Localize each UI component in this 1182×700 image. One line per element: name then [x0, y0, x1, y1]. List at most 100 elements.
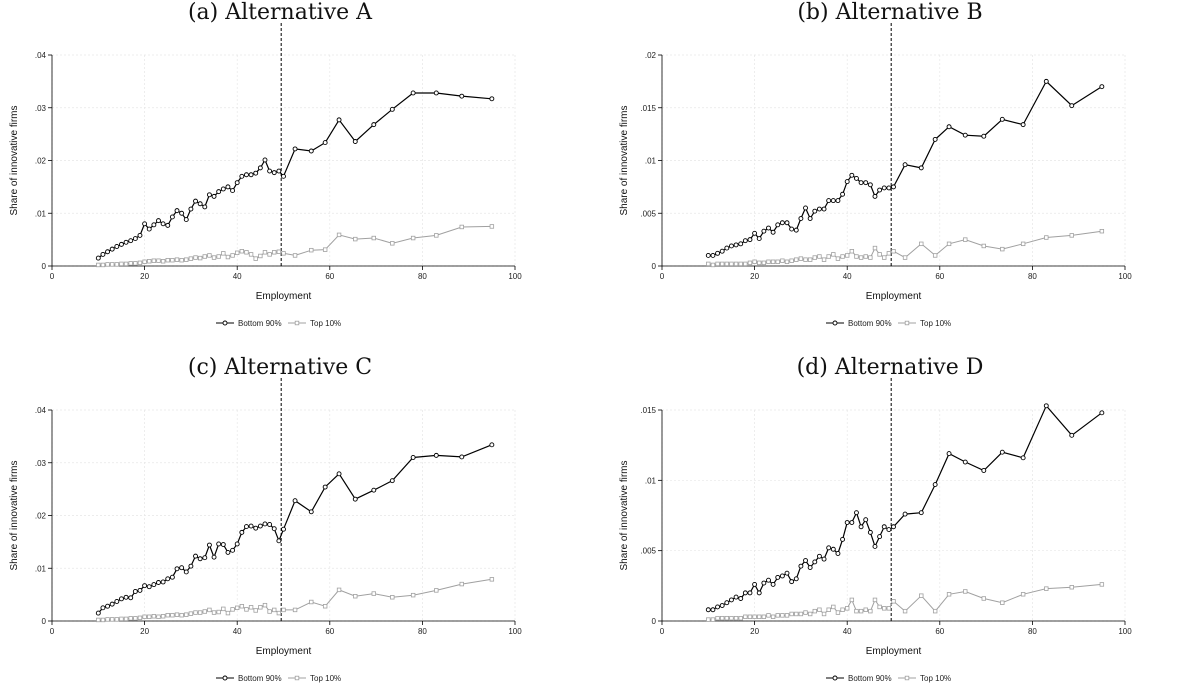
data-point-top-10: [761, 614, 767, 619]
data-point-top-10: [221, 606, 226, 612]
legend-label-bottom-90: Bottom 90%: [238, 674, 282, 683]
data-point-top-10: [946, 241, 952, 247]
data-point-top-10: [733, 261, 739, 267]
data-point-top-10: [891, 249, 896, 254]
data-point-top-10: [234, 250, 240, 256]
data-point-top-10: [489, 577, 495, 582]
data-point-top-10: [761, 260, 767, 266]
data-point-top-10: [886, 606, 892, 611]
data-point-top-10: [272, 250, 277, 255]
data-point-top-10: [798, 611, 804, 617]
data-point-top-10: [160, 259, 166, 264]
data-point-bottom-90: [715, 604, 721, 610]
data-point-top-10: [225, 610, 231, 616]
data-point-bottom-90: [705, 252, 711, 258]
data-point-bottom-90: [165, 222, 171, 228]
legend-label-bottom-90: Bottom 90%: [238, 319, 282, 328]
x-tick-label: 100: [508, 627, 522, 636]
x-tick-label: 80: [1028, 272, 1037, 281]
data-point-bottom-90: [169, 574, 175, 580]
data-point-bottom-90: [151, 222, 157, 228]
data-point-top-10: [775, 259, 780, 264]
data-point-top-10: [807, 611, 813, 617]
data-point-bottom-90: [211, 554, 217, 560]
data-point-top-10: [156, 614, 161, 619]
data-point-bottom-90: [308, 509, 314, 515]
data-point-top-10: [868, 255, 873, 260]
data-point-bottom-90: [710, 607, 716, 613]
data-point-bottom-90: [761, 228, 767, 234]
data-point-top-10: [174, 612, 180, 617]
data-point-top-10: [253, 608, 258, 613]
data-point-bottom-90: [779, 220, 785, 226]
data-point-top-10: [844, 253, 850, 258]
data-point-top-10: [715, 615, 720, 621]
data-point-top-10: [780, 613, 785, 618]
data-point-bottom-90: [891, 524, 896, 530]
legend-label-top-10: Top 10%: [920, 319, 951, 328]
data-point-top-10: [849, 249, 855, 254]
data-point-top-10: [1069, 585, 1074, 590]
data-point-bottom-90: [193, 553, 198, 559]
data-point-bottom-90: [877, 187, 883, 193]
data-point-bottom-90: [146, 226, 152, 232]
data-point-bottom-90: [276, 168, 282, 174]
data-point-bottom-90: [826, 198, 832, 204]
data-point-top-10: [902, 608, 908, 614]
data-point-bottom-90: [276, 538, 282, 544]
data-point-bottom-90: [835, 551, 841, 556]
x-tick-label: 40: [843, 272, 852, 281]
data-point-bottom-90: [146, 584, 152, 590]
data-point-top-10: [371, 591, 376, 596]
x-axis-label: Employment: [256, 291, 312, 302]
y-tick-label: .01: [35, 209, 47, 218]
data-point-top-10: [882, 255, 887, 260]
data-point-bottom-90: [728, 597, 734, 603]
data-point-bottom-90: [183, 569, 189, 575]
data-point-top-10: [902, 255, 908, 260]
data-point-bottom-90: [257, 165, 263, 171]
data-point-bottom-90: [165, 576, 171, 582]
data-point-bottom-90: [877, 534, 883, 540]
data-point-bottom-90: [705, 607, 711, 613]
data-point-bottom-90: [793, 227, 799, 233]
x-axis-label: Employment: [866, 291, 922, 302]
chart-svg-d: 0 20 40 60 80 100 0 .005 .01 .015 Employment Share …: [619, 378, 1132, 683]
data-point-bottom-90: [1043, 78, 1049, 84]
data-point-top-10: [798, 256, 804, 261]
data-point-top-10: [1044, 235, 1049, 240]
data-point-bottom-90: [719, 248, 725, 254]
data-point-bottom-90: [410, 90, 416, 96]
y-tick-label: .005: [640, 209, 656, 218]
chart-panel-d: (d) Alternative D 0 20 40 60 80 100 0 .005 .01 .0…: [610, 355, 1170, 700]
data-point-top-10: [812, 608, 817, 614]
y-tick-label: .01: [645, 157, 657, 166]
data-point-bottom-90: [821, 206, 827, 212]
data-point-top-10: [123, 616, 129, 622]
series-line-bottom-90: [97, 92, 492, 259]
data-point-top-10: [109, 262, 115, 267]
data-point-bottom-90: [137, 587, 143, 593]
data-point-top-10: [821, 257, 827, 262]
data-point-bottom-90: [826, 545, 832, 551]
data-point-top-10: [114, 617, 120, 622]
data-point-bottom-90: [267, 168, 273, 174]
data-point-bottom-90: [830, 546, 836, 552]
data-point-top-10: [803, 257, 808, 262]
data-point-top-10: [789, 258, 794, 263]
x-tick-label: 20: [140, 627, 149, 636]
data-point-top-10: [738, 615, 743, 621]
data-point-top-10: [230, 607, 235, 612]
data-point-bottom-90: [981, 133, 987, 139]
data-point-top-10: [234, 605, 240, 611]
data-point-top-10: [216, 254, 221, 259]
data-point-bottom-90: [1069, 432, 1075, 438]
data-point-bottom-90: [1020, 455, 1026, 461]
data-point-bottom-90: [886, 185, 892, 191]
series-line-bottom-90: [97, 444, 493, 614]
data-point-top-10: [114, 262, 120, 267]
data-point-top-10: [258, 253, 263, 259]
data-point-bottom-90: [371, 487, 377, 493]
chart-svg-b: 0 20 40 60 80 100 0 .005 .01 .015 .02 Employment Sha…: [619, 23, 1132, 328]
y-tick-label: .03: [35, 104, 47, 113]
